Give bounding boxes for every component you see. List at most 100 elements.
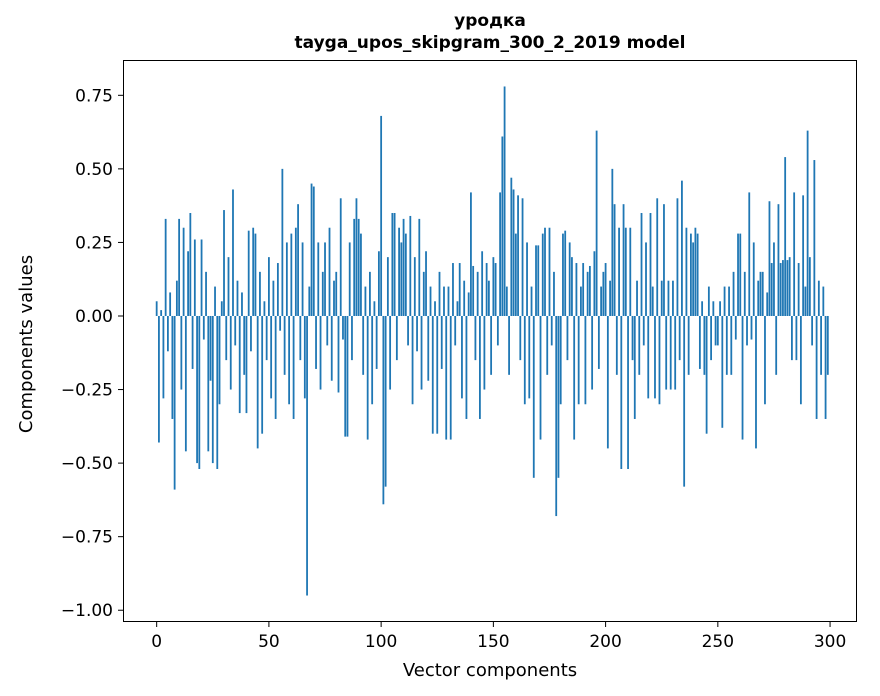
bar <box>229 315 232 390</box>
bar <box>714 315 717 346</box>
bar <box>503 86 506 316</box>
bar <box>339 198 342 316</box>
bar <box>346 315 349 437</box>
bar <box>193 239 196 316</box>
bar <box>243 315 246 375</box>
bar <box>799 315 802 405</box>
bar <box>443 286 445 316</box>
bar <box>479 315 481 419</box>
bar <box>389 315 392 390</box>
bar <box>250 315 252 352</box>
bar <box>162 315 165 399</box>
bar <box>205 271 207 316</box>
bar <box>658 315 661 405</box>
bar <box>333 280 335 316</box>
bar <box>285 242 288 316</box>
bar <box>723 286 726 316</box>
bar <box>568 242 571 316</box>
bar <box>173 315 176 490</box>
bar <box>184 315 187 452</box>
bar <box>364 286 367 316</box>
bar <box>571 257 573 316</box>
bar <box>202 315 205 340</box>
bar <box>685 227 688 316</box>
bar <box>696 233 699 316</box>
bar <box>703 315 706 375</box>
bar <box>276 263 279 316</box>
bar <box>384 315 387 487</box>
y-tick-label: 0.75 <box>75 86 113 106</box>
bar <box>377 251 380 316</box>
bar <box>517 195 519 316</box>
bar <box>719 301 721 316</box>
bar <box>743 271 746 316</box>
bar <box>553 271 555 316</box>
bar <box>786 260 789 316</box>
bar <box>207 315 210 452</box>
bar <box>645 242 647 316</box>
bar <box>373 301 376 316</box>
bar <box>505 286 508 316</box>
bar <box>683 315 686 487</box>
bar <box>369 271 371 316</box>
bar <box>283 315 286 375</box>
bar <box>526 242 528 316</box>
bar <box>802 195 805 316</box>
bar <box>678 315 681 361</box>
bar <box>319 315 322 390</box>
bar <box>577 315 580 405</box>
bar <box>624 227 627 316</box>
bar <box>730 315 733 375</box>
bar <box>508 315 510 375</box>
bar <box>611 168 614 316</box>
bar <box>629 227 632 316</box>
bar <box>636 280 638 316</box>
bar <box>782 260 784 316</box>
bar <box>330 315 333 381</box>
bar <box>580 286 582 316</box>
bar <box>631 315 634 361</box>
bar <box>355 198 358 316</box>
bar <box>817 280 820 316</box>
bar <box>537 245 540 316</box>
bar <box>676 198 679 316</box>
bar <box>196 315 198 464</box>
y-tick-label: −1.00 <box>61 601 113 621</box>
bar <box>665 315 668 390</box>
bar <box>362 315 365 375</box>
bar <box>622 204 625 316</box>
bar <box>169 292 172 316</box>
bar <box>523 315 526 405</box>
bar <box>438 271 441 316</box>
bar <box>826 315 829 375</box>
bar <box>647 315 650 399</box>
bar <box>737 233 739 316</box>
bar <box>404 233 407 316</box>
bar <box>449 315 452 440</box>
bar <box>669 315 672 390</box>
bar <box>416 315 418 352</box>
bar <box>481 251 484 316</box>
bar <box>728 286 730 316</box>
bar <box>454 315 457 346</box>
bar <box>541 233 544 316</box>
bar <box>234 315 237 346</box>
bar <box>633 315 636 419</box>
y-tick-label: 0.00 <box>75 307 113 327</box>
bar <box>705 315 708 434</box>
bar <box>458 263 461 316</box>
bar <box>739 233 742 316</box>
bar <box>797 263 800 316</box>
y-axis-label: Components values <box>16 254 37 434</box>
bar <box>770 263 773 316</box>
bar <box>575 263 578 316</box>
bar <box>420 315 423 390</box>
bar <box>808 257 811 316</box>
bar <box>766 292 769 316</box>
bar <box>642 315 645 346</box>
bar <box>328 227 331 316</box>
bar <box>360 233 362 316</box>
bar <box>732 271 735 316</box>
bar <box>411 315 414 405</box>
